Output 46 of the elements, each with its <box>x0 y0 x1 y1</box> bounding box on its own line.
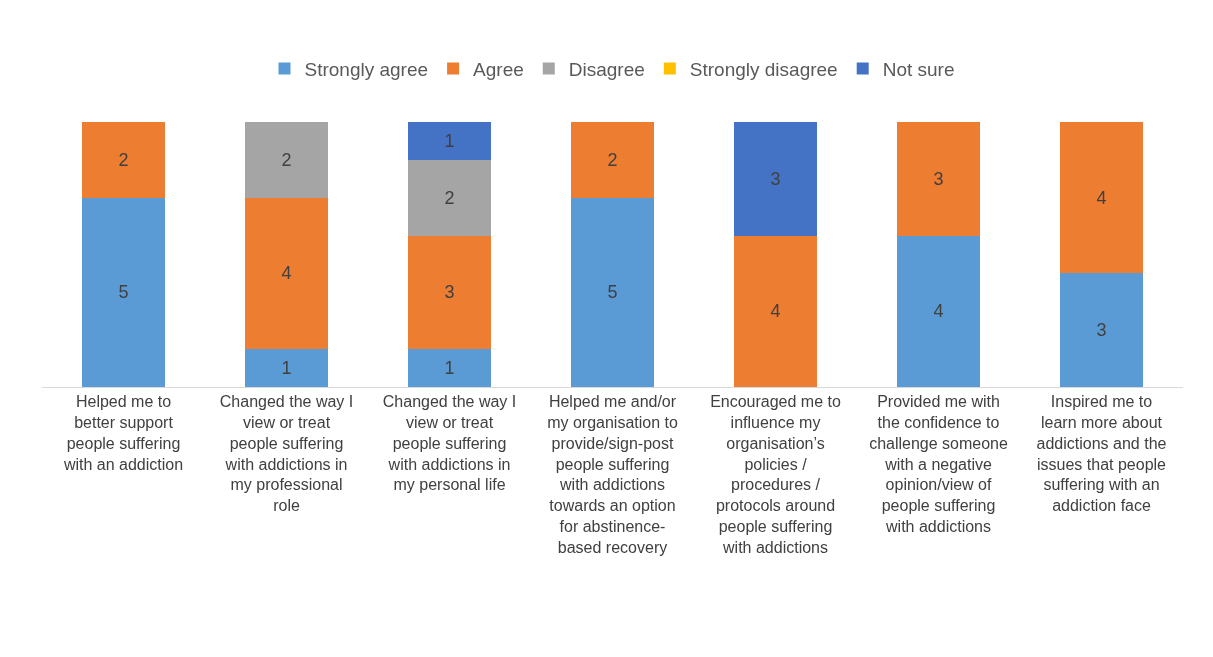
data-label: 2 <box>118 149 129 170</box>
bar <box>244 122 329 198</box>
bar <box>1059 273 1144 387</box>
data-label: 4 <box>770 301 781 322</box>
data-label: 2 <box>607 149 618 170</box>
data-label: 3 <box>1096 320 1107 341</box>
bar <box>81 122 166 198</box>
data-label: 1 <box>444 358 455 379</box>
data-label: 4 <box>281 263 292 284</box>
bar <box>896 122 981 236</box>
bar <box>244 197 329 350</box>
bar <box>896 235 981 387</box>
x-tick-label: Changed the way I view or treat people suffering with addictions in my personal life <box>382 393 517 494</box>
bar <box>407 122 492 160</box>
x-tick-label: Helped me to better support people suffering with an addiction <box>62 393 184 473</box>
data-label: 4 <box>1096 187 1107 208</box>
x-tick-label: Encouraged me to influence my organisation’s policies / procedures / protocols around people suffering with addictions <box>710 393 841 556</box>
bar <box>733 122 818 236</box>
x-tick-label: Inspired me to learn more about addictions and the issues that people suffering with an addiction face <box>1036 393 1167 515</box>
bar <box>407 235 492 350</box>
data-label: 2 <box>444 187 455 208</box>
bar <box>570 197 655 387</box>
x-tick-label: Helped me and/or my organisation to provide/sign-post people suffering with addictions towards an option for abstinence-based recovery <box>547 393 678 556</box>
x-tick-label: Provided me with the confidence to challenge someone with a negative opinion/view of people suffering with addictions <box>869 393 1008 535</box>
data-label: 4 <box>933 301 944 322</box>
bar <box>733 235 818 387</box>
data-label: 3 <box>444 282 455 303</box>
data-label: 5 <box>607 282 618 303</box>
data-label: 1 <box>281 358 292 379</box>
bar <box>81 197 166 387</box>
bar <box>1059 122 1144 274</box>
bar <box>407 349 492 387</box>
data-label: 5 <box>118 282 129 303</box>
legend-label: Agree <box>473 58 524 80</box>
data-label: 3 <box>933 168 944 189</box>
bar <box>570 122 655 198</box>
legend-label: Strongly agree <box>304 58 429 80</box>
bar <box>244 349 329 387</box>
data-label: 1 <box>444 130 455 151</box>
data-label: 2 <box>281 149 292 170</box>
legend-label: Disagree <box>568 58 645 80</box>
legend-label: Not sure <box>882 58 955 80</box>
bar <box>407 159 492 236</box>
legend-label: Strongly disagree <box>689 58 838 80</box>
data-label: 3 <box>770 168 781 189</box>
x-tick-label: Changed the way I view or treat people suffering with addictions in my professional role <box>219 393 354 515</box>
